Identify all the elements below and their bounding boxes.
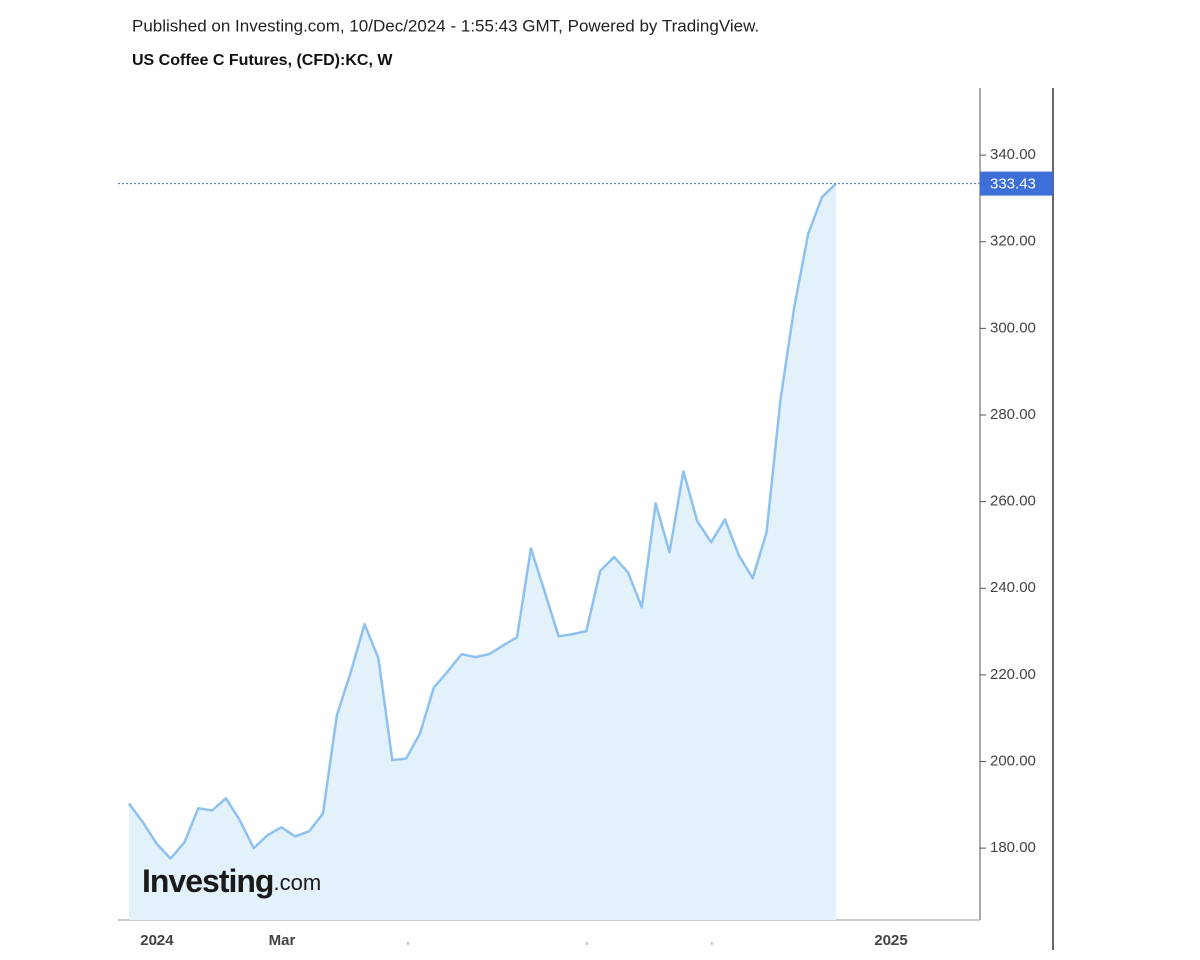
y-tick-label: 280.00 — [990, 406, 1036, 423]
y-tick-label: 220.00 — [990, 666, 1036, 683]
price-line — [127, 182, 837, 860]
y-tick-label: 180.00 — [990, 839, 1036, 856]
y-tick-label: 320.00 — [990, 233, 1036, 250]
chart-title: US Coffee C Futures, (CFD):KC, W — [132, 52, 393, 69]
watermark-suffix: .com — [273, 870, 321, 895]
last-price-label: 333.43 — [990, 176, 1036, 193]
x-tick-label: 2024 — [140, 932, 174, 949]
watermark: Investing.com — [142, 863, 321, 899]
last-price-box — [980, 171, 1053, 196]
area — [128, 183, 836, 920]
x-tick-label: Mar — [269, 932, 296, 949]
y-tick-label: 200.00 — [990, 752, 1036, 769]
y-tick-label: 240.00 — [990, 579, 1036, 596]
y-tick-label: 340.00 — [990, 146, 1036, 163]
y-tick-label: 260.00 — [990, 493, 1036, 510]
y-tick-label: 300.00 — [990, 319, 1036, 336]
x-tick-label: 2025 — [874, 932, 907, 949]
watermark-main: Investing — [142, 863, 273, 899]
header: Published on Investing.com, 10/Dec/2024 … — [132, 16, 759, 35]
